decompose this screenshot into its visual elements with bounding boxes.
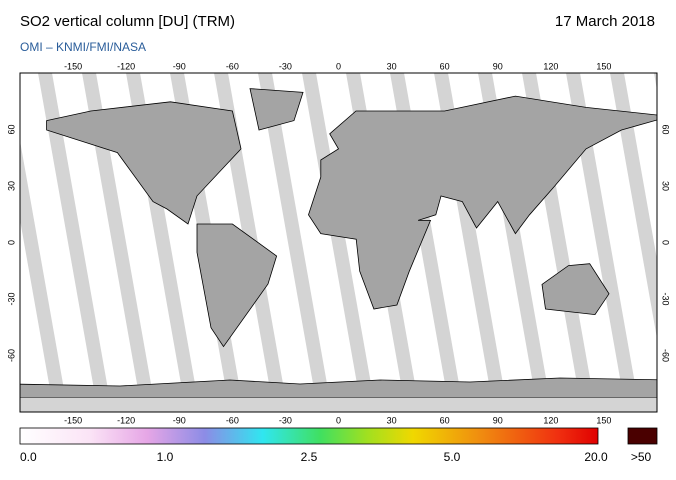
lat-label-right: -30 <box>661 292 671 305</box>
swath <box>580 73 657 412</box>
swath <box>20 219 54 412</box>
lon-label-top: -150 <box>64 61 82 71</box>
north-america <box>46 101 242 225</box>
colorbar-label: 2.5 <box>301 450 318 464</box>
lon-label-bottom: -60 <box>226 415 239 425</box>
lon-label-bottom: 150 <box>596 415 611 425</box>
lat-label-right: -60 <box>661 349 671 362</box>
lon-label-bottom: -90 <box>173 415 186 425</box>
colorbar-label: 5.0 <box>444 450 461 464</box>
swath <box>272 73 362 412</box>
lon-label-bottom: -120 <box>117 415 135 425</box>
lon-label-bottom: 60 <box>440 415 450 425</box>
lon-label-top: -90 <box>173 61 186 71</box>
lon-label-bottom: 30 <box>387 415 397 425</box>
lon-label-top: 0 <box>336 61 341 71</box>
lon-label-top: -120 <box>117 61 135 71</box>
swath <box>96 73 186 412</box>
lat-label-left: -30 <box>6 292 16 305</box>
lon-label-top: 60 <box>440 61 450 71</box>
date: 17 March 2018 <box>555 13 655 30</box>
swath <box>52 73 142 412</box>
credit: OMI – KNMI/FMI/NASA <box>20 40 146 54</box>
lon-label-top: 150 <box>596 61 611 71</box>
lat-label-right: 60 <box>661 124 671 134</box>
colorbar-label: 1.0 <box>157 450 174 464</box>
lat-label-left: -60 <box>6 349 16 362</box>
south-america <box>196 223 278 348</box>
title: SO2 vertical column [DU] (TRM) <box>20 13 235 30</box>
lon-label-top: -60 <box>226 61 239 71</box>
lon-label-bottom: 0 <box>336 415 341 425</box>
colorbar-label: 0.0 <box>20 450 37 464</box>
lat-label-right: 0 <box>661 240 671 245</box>
colorbar <box>19 427 599 445</box>
overflow-swatch <box>627 427 658 445</box>
lon-label-bottom: 90 <box>493 415 503 425</box>
lat-label-left: 60 <box>6 124 16 134</box>
greenland <box>249 88 304 131</box>
map <box>20 73 657 412</box>
eurasia-africa <box>308 95 657 310</box>
swath <box>228 73 318 412</box>
colorbar-label: 20.0 <box>584 450 608 464</box>
overflow-label: >50 <box>631 450 652 464</box>
lon-label-bottom: -30 <box>279 415 292 425</box>
lon-label-bottom: -150 <box>64 415 82 425</box>
lon-label-top: 90 <box>493 61 503 71</box>
lat-label-left: 30 <box>6 181 16 191</box>
lat-label-right: 30 <box>661 181 671 191</box>
australia <box>541 263 610 316</box>
polar-no-data <box>20 398 657 412</box>
map-frame <box>19 72 658 413</box>
lon-label-top: -30 <box>279 61 292 71</box>
lon-label-top: 120 <box>543 61 558 71</box>
swath <box>20 73 98 412</box>
lat-label-left: 0 <box>6 240 16 245</box>
lon-label-bottom: 120 <box>543 415 558 425</box>
lon-label-top: 30 <box>387 61 397 71</box>
